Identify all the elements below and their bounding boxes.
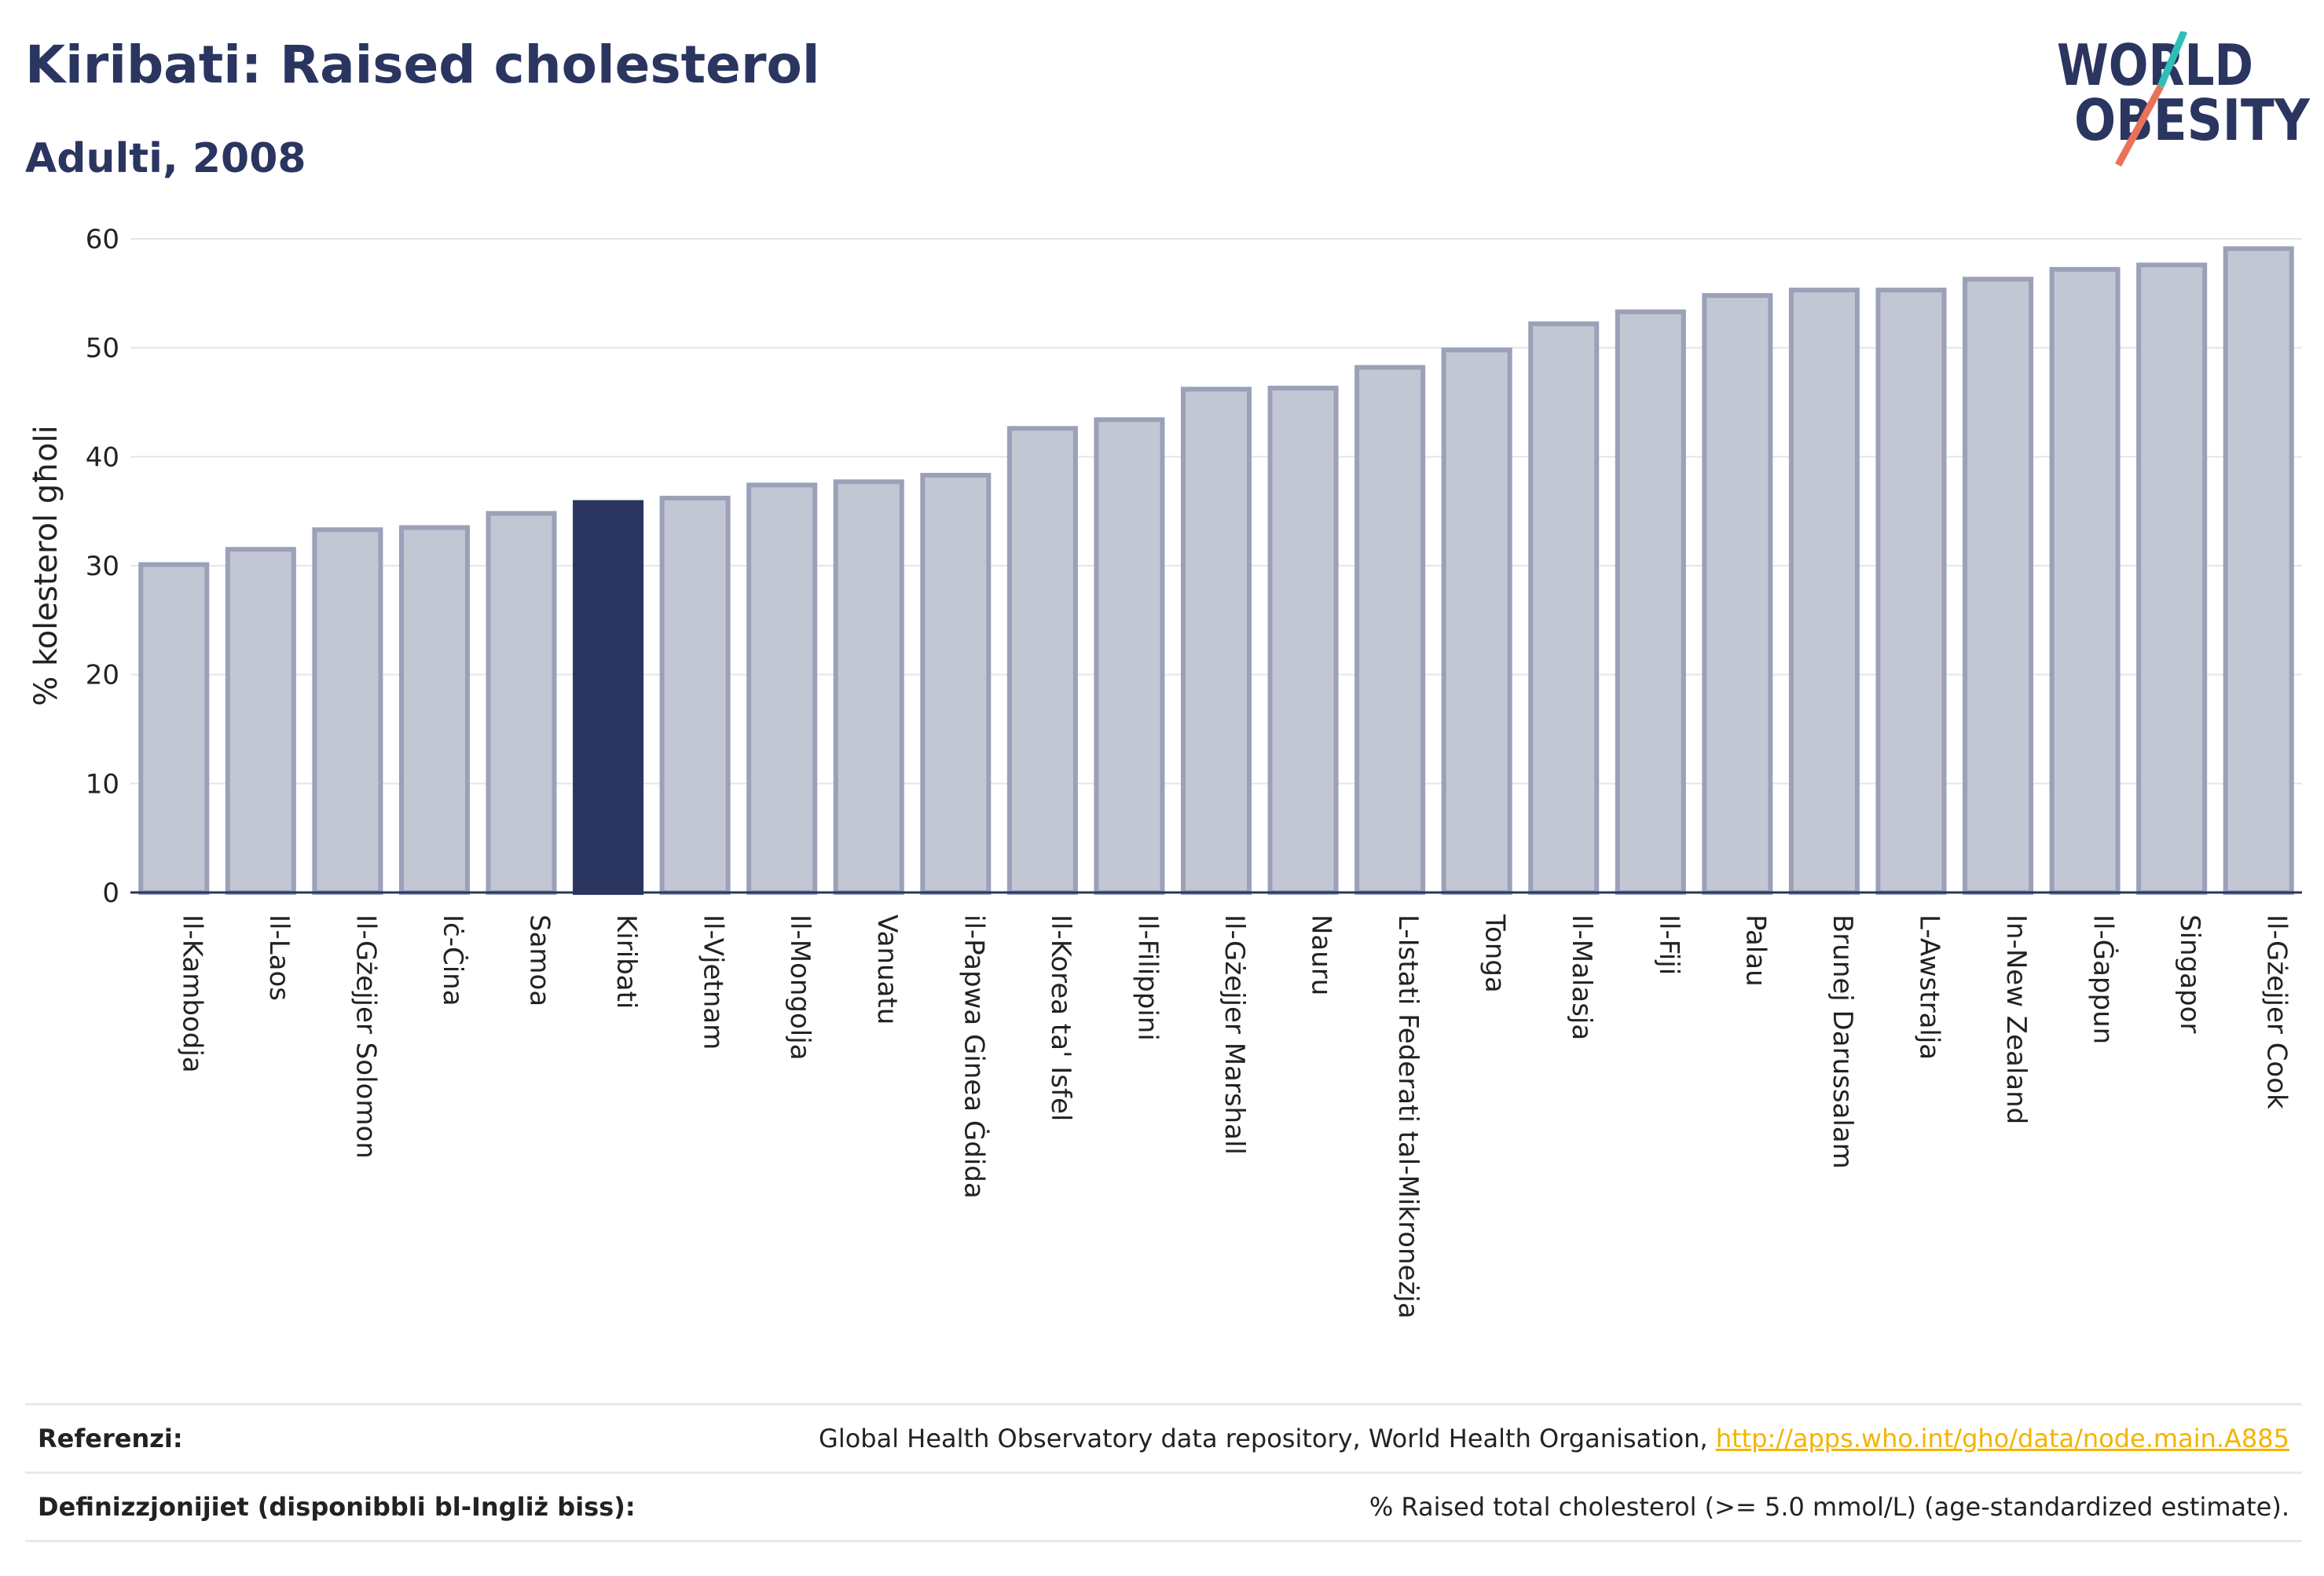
bar-chart: 0 10 20 30 40 50 60 Il-Kambodja Il-Laos Il-Gżejj… [28,224,2302,1319]
chart-title: Kiribati: Raised cholesterol [25,35,820,95]
y-tick-label: 0 [102,878,119,909]
x-tick-label: Vanuatu [871,914,903,1024]
bar [486,511,557,895]
y-axis-title: % kolesterol għoli [28,425,64,706]
definitions-value: % Raised total cholesterol (>= 5.0 mmol/… [1369,1492,2289,1522]
bar [1702,293,1773,895]
x-tick-label: Nauru [1306,914,1337,995]
bar [2049,266,2121,895]
x-tick-label: Tonga [1479,914,1511,993]
bar [833,479,904,895]
bar [1180,387,1252,895]
y-axis: 0 10 20 30 40 50 60 [86,224,119,909]
x-tick-label: Il-Kambodja [176,914,207,1073]
bar [1354,365,1426,896]
y-tick-label: 20 [86,660,119,691]
bar [1875,288,1947,895]
bar [920,472,992,895]
x-tick-label: L-Istati Federati tal-Mikroneżja [1392,914,1424,1319]
bar [1788,288,1860,895]
bar [225,547,296,895]
bar [1267,385,1339,895]
references-value: Global Health Observatory data repositor… [819,1424,2302,1453]
bar-highlight [573,500,644,895]
x-axis: Il-Kambodja Il-Laos Il-Gżejjer Solomon Iċ-Ċ… [130,891,2302,1319]
x-tick-label: Il-Ġappun [2088,914,2120,1044]
bar [2136,262,2208,895]
bar [398,525,470,895]
bar [138,562,210,895]
x-tick-label: Kiribati [610,914,642,1009]
bar [746,482,818,895]
logo-text-world: WORLD [2057,32,2253,98]
x-tick-label: Iċ-Ċina [437,914,469,1006]
world-obesity-logo: WORLD OBESITY [2057,31,2310,167]
bar [1094,417,1165,895]
bars [138,246,2294,896]
y-tick-label: 10 [86,768,119,800]
y-tick-label: 30 [86,551,119,582]
x-tick-label: Il-Gżejjer Solomon [350,914,381,1159]
x-tick-label: Singapor [2174,914,2205,1033]
y-tick-label: 50 [86,333,119,365]
x-tick-label: Palau [1739,914,1771,987]
x-tick-label: Il-Korea ta' Isfel [1045,914,1076,1121]
x-tick-label: Il-Fiji [1653,914,1684,975]
x-tick-label: L-Awstralja [1913,914,1945,1060]
x-tick-label: Il-Filippini [1131,914,1163,1041]
bar [1615,309,1686,895]
references-label: Referenzi: [38,1424,183,1453]
references-link[interactable]: http://apps.who.int/gho/data/node.main.A… [1715,1424,2289,1453]
x-tick-label: Il-Laos [263,914,295,1001]
x-tick-label: Il-Mongolja [784,914,816,1061]
references-text: Global Health Observatory data repositor… [819,1424,1716,1453]
x-tick-label: In-New Zealand [2000,914,2032,1124]
x-tick-label: Il-Gżejjer Cook [2261,914,2293,1109]
x-tick-label: il-Papwa Ginea Ġdida [958,914,990,1199]
x-tick-label: Il-Gżejjer Marshall [1219,914,1250,1155]
footer: Referenzi: Global Health Observatory dat… [25,1403,2302,1542]
footer-references-row: Referenzi: Global Health Observatory dat… [25,1403,2302,1472]
bar [1006,426,1078,895]
y-tick-label: 60 [86,224,119,255]
logo-slash-bottom [2115,84,2164,167]
y-tick-label: 40 [86,442,119,473]
x-tick-label: Il-Malasja [1566,914,1597,1040]
bar [1441,347,1512,895]
bar [312,527,383,895]
footer-definitions-row: Definizzjonijiet (disponibbli bl-Ingliż … [25,1472,2302,1542]
chart-subtitle: Adulti, 2008 [25,135,306,182]
x-tick-label: Brunej Darussalam [1827,914,1858,1169]
logo-text-obesity: OBESITY [2074,87,2310,153]
x-tick-label: Il-Vjetnam [698,914,729,1050]
bar [1963,277,2034,896]
bar [1528,321,1600,896]
bar [2223,246,2294,896]
bar [659,496,731,895]
logo-slash-top [2157,31,2188,88]
definitions-label: Definizzjonijiet (disponibbli bl-Ingliż … [38,1492,636,1522]
x-tick-label: Samoa [524,914,555,1006]
